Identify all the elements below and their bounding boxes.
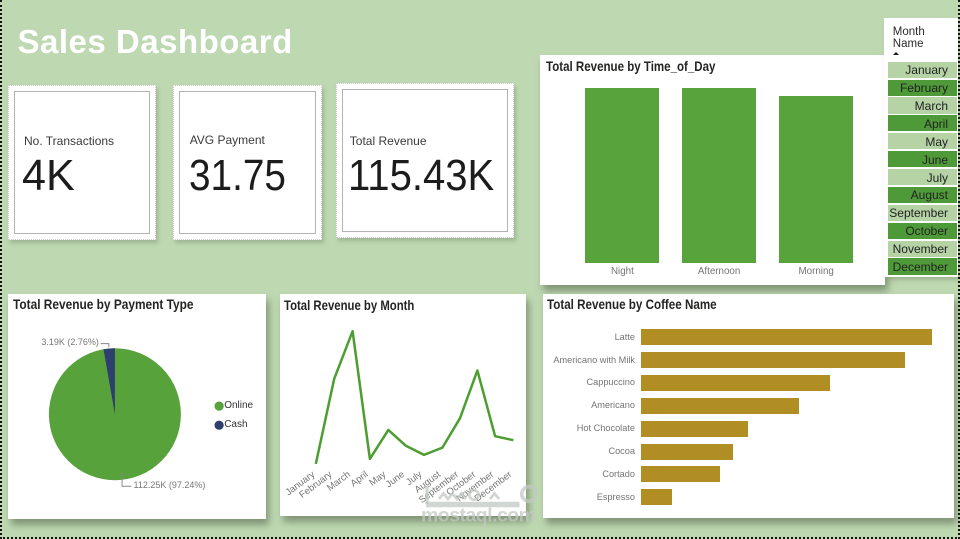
svg-text:mostaql.com: mostaql.com <box>421 505 536 527</box>
